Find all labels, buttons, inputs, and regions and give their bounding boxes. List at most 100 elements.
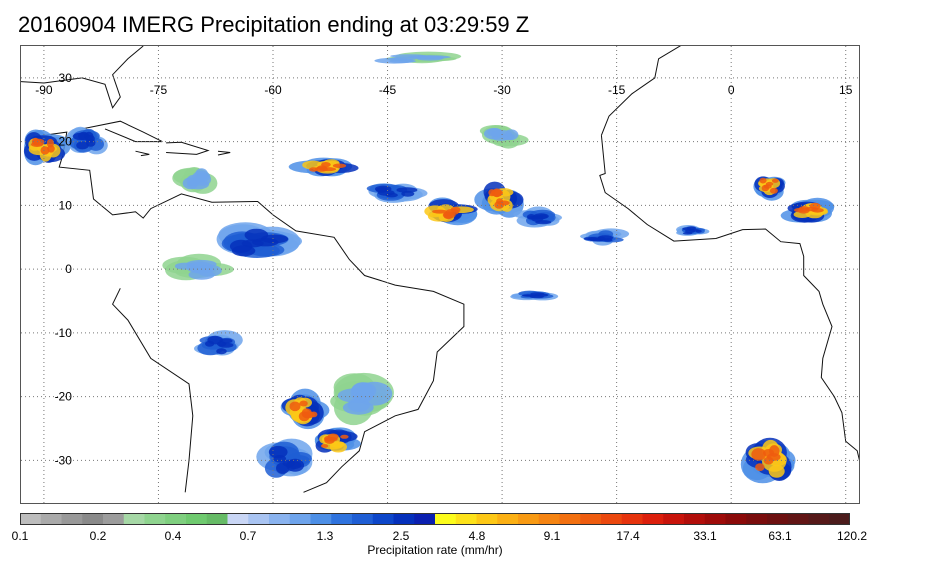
coastline-7 — [135, 150, 150, 157]
colorbar-swatch — [20, 513, 42, 525]
colorbar-swatch — [538, 513, 560, 525]
colorbar-swatch — [414, 513, 436, 525]
colorbar-swatch — [559, 513, 581, 525]
colorbar-swatch — [393, 513, 415, 525]
precip-cell-12 — [216, 222, 302, 258]
colorbar-swatch — [518, 513, 540, 525]
lat-tick-label: 10 — [59, 198, 73, 212]
coastline-1 — [43, 131, 465, 493]
colorbar-tick-label: 33.1 — [693, 529, 717, 543]
colorbar-swatch — [787, 513, 809, 525]
precip-cell-3 — [288, 157, 359, 177]
colorbar-swatch — [61, 513, 83, 525]
precip-cell-15 — [280, 388, 330, 430]
colorbar-tick-label: 9.1 — [543, 529, 561, 543]
colorbar-swatch — [227, 513, 249, 525]
colorbar-tick-label: 0.4 — [164, 529, 182, 543]
precip-cell-13 — [162, 253, 234, 281]
colorbar-swatch — [476, 513, 498, 525]
colorbar-tick-label: 120.2 — [836, 529, 868, 543]
colorbar-swatch — [601, 513, 623, 525]
colorbar-swatch — [269, 513, 291, 525]
colorbar-tick-label: 0.1 — [11, 529, 29, 543]
precip-cell-5 — [424, 197, 478, 226]
coastline-2 — [111, 288, 194, 493]
precip-cell-4 — [366, 183, 428, 203]
precip-cell-18 — [740, 437, 796, 484]
precip-cell-7 — [513, 206, 562, 228]
precip-cell-16 — [314, 427, 361, 453]
coastline-3 — [600, 46, 682, 136]
precipitation-map: -90 -75 -60 -45 -30 -15 0 15 30 20 10 0 -10 -20 -30 — [21, 46, 859, 503]
colorbar-swatch — [767, 513, 789, 525]
precip-cell-22 — [194, 330, 243, 356]
lon-tick-label: -75 — [150, 83, 168, 97]
colorbar-swatch — [144, 513, 166, 525]
colorbar-tick-label: 1.3 — [316, 529, 334, 543]
lon-tick-label: 15 — [839, 83, 853, 97]
colorbar-title: Precipitation rate (mm/hr) — [367, 543, 503, 557]
colorbar-border — [20, 513, 850, 525]
colorbar-tick-label: 63.1 — [768, 529, 792, 543]
lat-tick-label: -30 — [55, 453, 73, 467]
coastline-0 — [21, 46, 144, 109]
colorbar-swatch — [289, 513, 311, 525]
colorbar-swatch — [82, 513, 104, 525]
precip-cell-17 — [256, 438, 313, 478]
colorbar-swatch — [808, 513, 830, 525]
colorbar-swatch — [663, 513, 685, 525]
precip-cell-0 — [23, 129, 71, 166]
map-panel[interactable]: -90 -75 -60 -45 -30 -15 0 15 30 20 10 0 -10 -20 -30 — [20, 45, 860, 504]
precip-cell-11 — [780, 197, 835, 223]
colorbar-swatch — [248, 513, 270, 525]
colorbar-swatch — [206, 513, 228, 525]
precip-cell-10 — [753, 176, 786, 201]
colorbar-tick-label: 0.2 — [89, 529, 107, 543]
precip-cell-9 — [676, 225, 710, 236]
colorbar-swatch — [704, 513, 726, 525]
colorbar-swatch — [621, 513, 643, 525]
coastline-8 — [217, 150, 231, 156]
lon-tick-label: -90 — [35, 83, 53, 97]
colorbar-tick-label: 0.7 — [239, 529, 257, 543]
precip-cell-20 — [479, 125, 529, 149]
precip-cell-21 — [330, 372, 394, 426]
map-title: 20160904 IMERG Precipitation ending at 0… — [18, 12, 530, 37]
precip-cell-14 — [510, 290, 559, 301]
colorbar-swatch — [331, 513, 353, 525]
colorbar-tick-label: 4.8 — [468, 529, 486, 543]
colorbar-swatch — [455, 513, 477, 525]
lon-tick-label: -45 — [379, 83, 397, 97]
colorbar-swatch — [372, 513, 394, 525]
colorbar-swatch — [103, 513, 125, 525]
lon-tick-label: 0 — [728, 83, 735, 97]
colorbar-swatch — [352, 513, 374, 525]
colorbar-swatch — [165, 513, 187, 525]
colorbar-tick-label: 2.5 — [392, 529, 410, 543]
colorbar-swatch — [829, 513, 850, 525]
colorbar-swatch — [580, 513, 602, 525]
colorbar-swatch — [40, 513, 62, 525]
lat-tick-label: -10 — [55, 326, 73, 340]
lat-tick-label: 20 — [59, 135, 73, 149]
lat-tick-label: 30 — [59, 71, 73, 85]
colorbar-swatch — [186, 513, 208, 525]
lon-tick-label: -15 — [608, 83, 626, 97]
colorbar-tick-label: 17.4 — [616, 529, 640, 543]
precip-cell-2 — [172, 167, 218, 194]
precip-cell-1 — [66, 126, 108, 155]
colorbar-swatch — [435, 513, 457, 525]
lon-tick-label: -60 — [264, 83, 282, 97]
colorbar-swatch — [310, 513, 332, 525]
precip-cell-19 — [374, 51, 462, 64]
coastline-4 — [599, 135, 859, 461]
colorbar-swatch — [123, 513, 145, 525]
lat-tick-label: 0 — [65, 262, 72, 276]
lon-tick-label: -30 — [493, 83, 511, 97]
coastline-5 — [82, 120, 163, 143]
colorbar-swatch — [746, 513, 768, 525]
precip-cell-8 — [580, 228, 630, 246]
coastline-6 — [166, 141, 210, 155]
colorbar — [20, 513, 850, 525]
colorbar-swatch — [497, 513, 519, 525]
